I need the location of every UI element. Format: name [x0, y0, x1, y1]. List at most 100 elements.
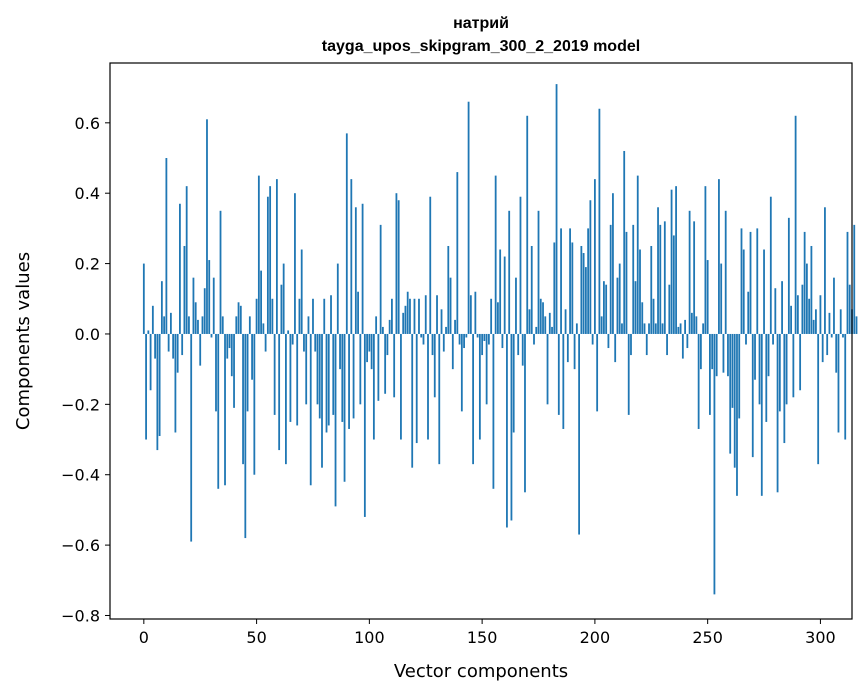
- bar: [616, 277, 619, 334]
- bar: [190, 333, 193, 542]
- bar: [314, 333, 317, 352]
- bar: [625, 231, 628, 334]
- bar: [641, 302, 644, 334]
- bar: [381, 326, 384, 334]
- bar: [275, 179, 278, 334]
- bar: [422, 333, 425, 345]
- bar: [436, 295, 438, 334]
- bar: [490, 298, 493, 334]
- bar: [476, 333, 479, 338]
- bar: [528, 309, 531, 334]
- bar: [627, 333, 630, 415]
- y-tick-label: −0.2: [61, 395, 100, 414]
- bar: [151, 305, 154, 334]
- bar: [442, 333, 445, 352]
- bar: [690, 312, 693, 334]
- bar: [548, 312, 551, 334]
- bar: [853, 224, 856, 334]
- bar: [573, 333, 576, 370]
- bar: [643, 323, 646, 334]
- bar: [745, 333, 747, 345]
- bar: [291, 333, 294, 345]
- bar: [826, 333, 829, 356]
- x-tick-label: 100: [354, 628, 385, 647]
- bar: [354, 207, 357, 334]
- bar: [165, 158, 168, 334]
- bar: [280, 284, 283, 334]
- bar: [833, 277, 835, 334]
- bar: [285, 333, 287, 465]
- y-tick-label: 0.6: [75, 114, 100, 133]
- bar: [805, 263, 808, 334]
- bar: [769, 196, 772, 334]
- bar: [352, 333, 355, 419]
- bar: [492, 333, 495, 489]
- bar: [404, 305, 407, 334]
- x-axis-label: Vector components: [394, 661, 568, 682]
- bar: [368, 333, 371, 352]
- bar: [555, 84, 558, 334]
- bar: [199, 333, 202, 366]
- bar: [675, 186, 677, 334]
- bar: [636, 175, 639, 334]
- bar: [598, 108, 601, 334]
- bar: [388, 319, 391, 334]
- bar: [325, 333, 328, 433]
- bar: [440, 309, 443, 334]
- bar: [197, 319, 199, 334]
- bar: [427, 333, 429, 440]
- bar: [508, 210, 511, 334]
- bar: [465, 333, 468, 338]
- bar: [783, 333, 786, 444]
- bar: [487, 333, 490, 345]
- x-tick-label: 300: [805, 628, 836, 647]
- bar: [506, 333, 508, 528]
- bar: [846, 231, 849, 334]
- bar: [271, 298, 274, 334]
- bar: [713, 333, 716, 595]
- bar: [359, 333, 362, 405]
- bar: [174, 333, 177, 433]
- bar: [521, 333, 524, 366]
- bar: [145, 333, 147, 440]
- bar: [463, 333, 465, 349]
- bar: [341, 333, 344, 422]
- bar: [709, 333, 711, 415]
- bar: [246, 333, 249, 412]
- bar: [233, 333, 235, 408]
- bar: [366, 333, 368, 363]
- bar: [578, 333, 580, 535]
- bar: [251, 333, 253, 380]
- bar: [801, 284, 804, 334]
- bar: [278, 333, 281, 451]
- bar: [305, 333, 308, 405]
- bar: [303, 333, 305, 352]
- bar: [828, 312, 831, 334]
- bar: [179, 203, 181, 334]
- bar: [569, 228, 571, 334]
- bar: [269, 186, 272, 334]
- bar: [411, 333, 414, 468]
- bar: [438, 333, 441, 465]
- bar: [738, 333, 741, 419]
- bar: [765, 333, 768, 422]
- bar: [393, 333, 396, 398]
- bar: [160, 281, 163, 334]
- bar: [686, 333, 689, 349]
- bar: [361, 203, 364, 334]
- bar: [309, 333, 312, 486]
- bar: [348, 333, 350, 429]
- bar: [445, 326, 447, 334]
- bar: [336, 263, 339, 334]
- bar: [740, 228, 743, 334]
- bar: [571, 242, 574, 334]
- bar: [228, 333, 231, 349]
- bar: [706, 260, 709, 334]
- bars-group: [142, 84, 858, 595]
- x-ticks: 0 50 100 150 200 250 300: [139, 619, 836, 647]
- bar: [510, 333, 513, 521]
- bar: [519, 196, 522, 334]
- bar: [255, 298, 258, 334]
- bar: [702, 323, 705, 334]
- bar: [605, 284, 608, 334]
